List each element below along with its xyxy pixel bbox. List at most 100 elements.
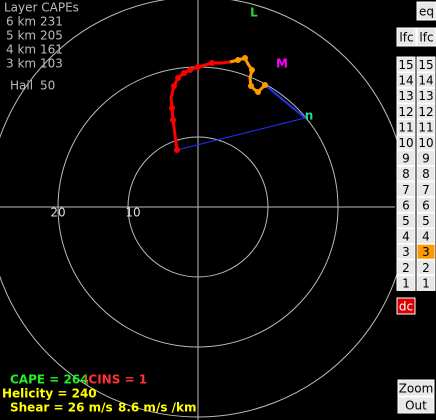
button-label[interactable]: 8 bbox=[422, 167, 430, 181]
button-face[interactable] bbox=[416, 27, 436, 47]
button-label[interactable]: lfc bbox=[399, 31, 413, 45]
button-face[interactable] bbox=[416, 118, 436, 135]
button-face[interactable] bbox=[396, 243, 416, 260]
button[interactable]: 5 bbox=[416, 212, 436, 229]
button-label[interactable]: 10 bbox=[398, 136, 413, 150]
button-label[interactable]: 10 bbox=[418, 136, 433, 150]
button[interactable]: Zoom bbox=[397, 379, 435, 397]
button-face[interactable] bbox=[416, 165, 436, 182]
button-label[interactable]: 8 bbox=[402, 167, 410, 181]
button-label[interactable]: 12 bbox=[418, 105, 433, 119]
button[interactable]: 6 bbox=[416, 196, 436, 213]
button-face[interactable] bbox=[396, 181, 416, 198]
button-face[interactable] bbox=[416, 56, 436, 73]
button-label[interactable]: 14 bbox=[418, 74, 433, 88]
button[interactable]: 4 bbox=[416, 228, 436, 245]
button-label[interactable]: Zoom bbox=[399, 382, 434, 396]
button-face[interactable] bbox=[396, 297, 416, 315]
button-label[interactable]: 1 bbox=[422, 276, 430, 290]
button[interactable]: 6 bbox=[396, 196, 416, 213]
button-label[interactable]: 3 bbox=[402, 245, 410, 259]
button[interactable]: 1 bbox=[396, 274, 416, 291]
button[interactable]: 7 bbox=[416, 181, 436, 198]
button[interactable]: 9 bbox=[416, 150, 436, 167]
button[interactable]: 10 bbox=[396, 134, 416, 151]
button[interactable]: 3 bbox=[396, 243, 416, 260]
button-label[interactable]: 5 bbox=[402, 214, 410, 228]
button-label[interactable]: 9 bbox=[422, 152, 430, 166]
button-face[interactable] bbox=[396, 134, 416, 151]
button-label[interactable]: 12 bbox=[398, 105, 413, 119]
button-face[interactable] bbox=[416, 1, 436, 21]
button[interactable]: 15 bbox=[396, 56, 416, 73]
button[interactable]: 14 bbox=[416, 72, 436, 89]
button[interactable]: 1 bbox=[416, 274, 436, 291]
button-face[interactable] bbox=[396, 259, 416, 276]
button-face[interactable] bbox=[396, 118, 416, 135]
button[interactable]: 8 bbox=[396, 165, 416, 182]
button-label[interactable]: 13 bbox=[398, 89, 413, 103]
button-label[interactable]: 2 bbox=[402, 261, 410, 275]
button[interactable]: 3 bbox=[416, 243, 436, 260]
button-face[interactable] bbox=[416, 259, 436, 276]
button[interactable]: 12 bbox=[396, 103, 416, 120]
button-label[interactable]: 11 bbox=[398, 120, 413, 134]
button-label[interactable]: 11 bbox=[418, 120, 433, 134]
button-face[interactable] bbox=[396, 27, 417, 47]
button[interactable]: lfc bbox=[416, 27, 436, 47]
button-label[interactable]: 6 bbox=[402, 198, 410, 212]
button[interactable]: 14 bbox=[396, 72, 416, 89]
button-face[interactable] bbox=[396, 103, 416, 120]
button-label[interactable]: 13 bbox=[418, 89, 433, 103]
button[interactable]: dc bbox=[396, 297, 416, 315]
button[interactable]: 2 bbox=[396, 259, 416, 276]
button[interactable]: 2 bbox=[416, 259, 436, 276]
button-label[interactable]: 3 bbox=[422, 245, 430, 259]
button-face[interactable] bbox=[396, 228, 416, 245]
button-face[interactable] bbox=[416, 228, 436, 245]
button-label[interactable]: 4 bbox=[402, 230, 410, 244]
button-label[interactable]: 1 bbox=[402, 276, 410, 290]
button[interactable]: 11 bbox=[416, 118, 436, 135]
button-label[interactable]: dc bbox=[399, 300, 413, 314]
button-label[interactable]: 4 bbox=[422, 230, 430, 244]
button[interactable]: lfc bbox=[396, 27, 417, 47]
button[interactable]: 13 bbox=[416, 87, 436, 104]
button-label[interactable]: 14 bbox=[398, 74, 413, 88]
button[interactable]: 10 bbox=[416, 134, 436, 151]
button-face[interactable] bbox=[396, 212, 416, 229]
button-face[interactable] bbox=[416, 87, 436, 104]
button[interactable]: 9 bbox=[396, 150, 416, 167]
button-label[interactable]: 2 bbox=[422, 261, 430, 275]
button-face[interactable] bbox=[397, 379, 435, 397]
button-face[interactable] bbox=[416, 72, 436, 89]
button-label[interactable]: 9 bbox=[402, 152, 410, 166]
button-face[interactable] bbox=[396, 165, 416, 182]
button-label[interactable]: 15 bbox=[418, 58, 433, 72]
button[interactable]: Out bbox=[397, 396, 435, 414]
button-face[interactable] bbox=[396, 274, 416, 291]
button-face[interactable] bbox=[416, 150, 436, 167]
button-face[interactable] bbox=[416, 212, 436, 229]
button-label[interactable]: eq bbox=[419, 5, 434, 19]
button[interactable]: 13 bbox=[396, 87, 416, 104]
button-face[interactable] bbox=[396, 150, 416, 167]
button-face[interactable] bbox=[396, 56, 416, 73]
button[interactable]: eq bbox=[416, 1, 436, 21]
button-face[interactable] bbox=[416, 243, 436, 260]
button-face[interactable] bbox=[396, 196, 416, 213]
button-label[interactable]: 7 bbox=[402, 183, 410, 197]
button[interactable]: 11 bbox=[396, 118, 416, 135]
button-face[interactable] bbox=[416, 103, 436, 120]
button-label[interactable]: 7 bbox=[422, 183, 430, 197]
button-face[interactable] bbox=[396, 72, 416, 89]
button-label[interactable]: 5 bbox=[422, 214, 430, 228]
button[interactable]: 4 bbox=[396, 228, 416, 245]
button-face[interactable] bbox=[396, 87, 416, 104]
button-label[interactable]: 6 bbox=[422, 198, 430, 212]
button-face[interactable] bbox=[416, 274, 436, 291]
button-face[interactable] bbox=[416, 196, 436, 213]
button[interactable]: 15 bbox=[416, 56, 436, 73]
button-label[interactable]: Out bbox=[405, 399, 427, 413]
button-label[interactable]: lfc bbox=[419, 31, 433, 45]
